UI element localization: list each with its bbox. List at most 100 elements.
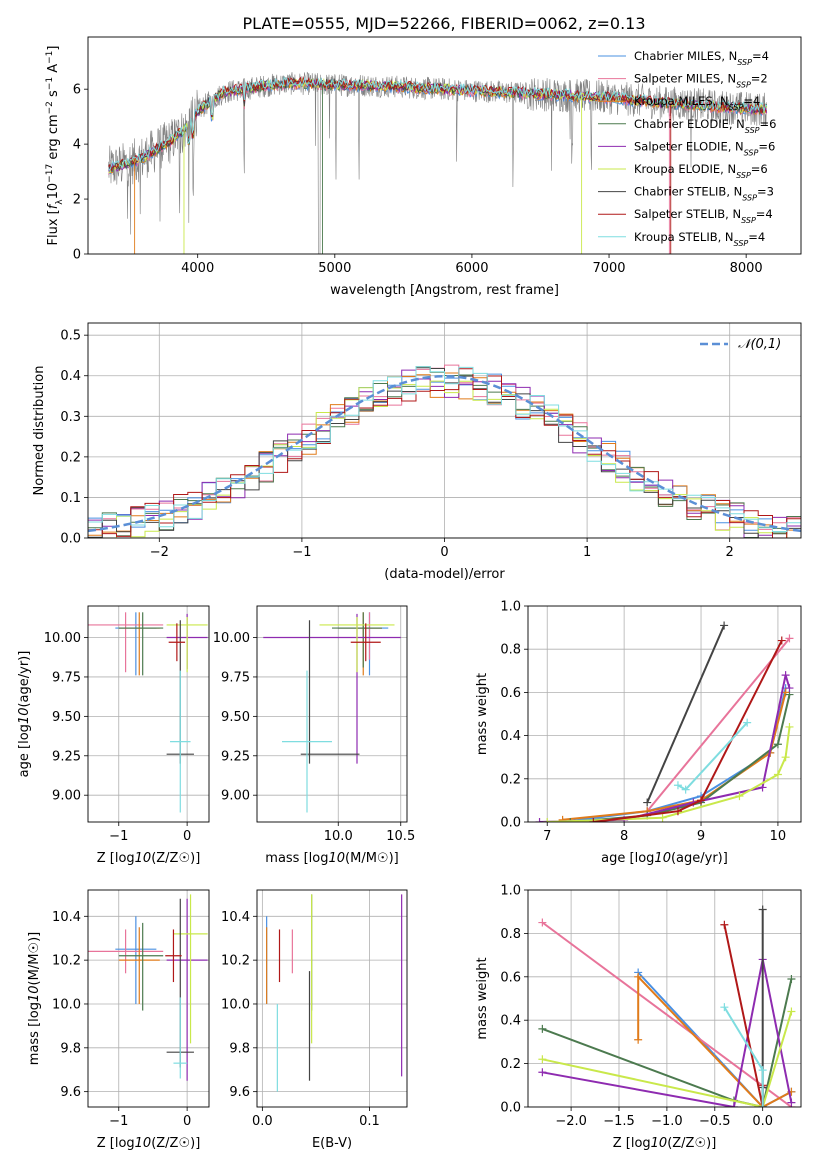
x-axis-label: (data-model)/error xyxy=(384,567,505,582)
y-tick-label: 0.0 xyxy=(500,816,521,831)
y-tick-label: 0.8 xyxy=(500,927,521,942)
legend-label-chabrier-elodie: Chabrier ELODIE, NSSP=6 xyxy=(634,117,776,135)
legend-label-salpeter-elodie: Salpeter ELODIE, NSSP=6 xyxy=(634,139,775,157)
y-tick-label: 0.4 xyxy=(500,1014,521,1029)
y-tick-label: 0.2 xyxy=(500,772,521,787)
panel-8: −2.0 −1.5 −1.0 −0.5 0.0 0.0 0.2 0.4 0.6 0.8 1.0 Z [… xyxy=(475,884,802,1151)
label-part: Salpeter STELIB, N xyxy=(634,207,741,221)
weight-line-salpeter-miles xyxy=(646,637,791,812)
label-part: (age/yr)] xyxy=(671,851,728,866)
label-part: 10 xyxy=(654,851,671,866)
marker-kroupa-elodie xyxy=(781,753,790,762)
weight-line-chabrier-miles xyxy=(562,687,787,822)
y-axis-label: Normed distribution xyxy=(32,366,47,496)
weight-line-salpeter-elodie xyxy=(539,674,791,822)
marker-salpeter-elodie xyxy=(758,783,767,792)
y-tick-label: 10.4 xyxy=(52,910,81,925)
x-tick-label: 0.0 xyxy=(752,1114,773,1129)
marker-salpeter-stelib xyxy=(697,796,706,805)
x-tick-label: 0.0 xyxy=(252,1114,273,1129)
x-tick-label: −2.0 xyxy=(555,1114,587,1129)
label-part: (Z/Z☉)] xyxy=(667,1136,716,1151)
plot-area xyxy=(528,606,801,822)
normal-curve xyxy=(88,374,801,533)
marker-chabrier-elodie xyxy=(566,818,575,822)
legend-label-salpeter-stelib: Salpeter STELIB, NSSP=4 xyxy=(634,207,773,225)
legend-label-salpeter-miles: Salpeter MILES, NSSP=2 xyxy=(634,72,768,90)
panel-2: −2 −1 0 1 2 0.0 0.1 0.2 0.3 0.4 0.5 (data-model)/er… xyxy=(32,322,802,582)
axes-frame xyxy=(87,36,802,255)
y-tick-label: 10.2 xyxy=(52,954,81,969)
x-tick-label: 10.0 xyxy=(324,829,353,844)
marker-salpeter-elodie xyxy=(787,1098,796,1107)
y-tick-label: 9.75 xyxy=(221,670,250,685)
label-part: Z [log xyxy=(97,851,135,866)
panel-4: 10.0 10.5 9.00 9.25 9.50 9.75 10.00 mass [log10… xyxy=(213,605,415,866)
y-tick-label: 0.3 xyxy=(60,410,81,425)
legend-label-normal: 𝒩(0,1) xyxy=(738,337,781,352)
marker-chabrier-stelib xyxy=(758,905,767,914)
axes-frame xyxy=(87,322,802,539)
weight-line-kroupa-elodie xyxy=(547,726,791,822)
marker-salpeter-stelib xyxy=(673,807,682,816)
y-tick-label: 9.6 xyxy=(229,1085,250,1100)
x-tick-label: 9 xyxy=(697,829,705,844)
label-part: Chabrier MILES, N xyxy=(634,49,737,63)
y-tick-label: 0.1 xyxy=(60,491,81,506)
x-axis-label: Z [log10(Z/Z☉)] xyxy=(97,1136,201,1151)
x-tick-label: 6000 xyxy=(455,261,488,276)
label-part: (Z/Z☉)] xyxy=(151,851,200,866)
label-part: Kroupa MILES, N xyxy=(634,94,729,108)
x-axis-label: E(B-V) xyxy=(312,1136,352,1151)
marker-chabrier-stelib xyxy=(720,621,729,630)
label-part: wavelength [Angstrom, rest frame] xyxy=(330,283,559,298)
marker-chabrier-elodie xyxy=(773,740,782,749)
y-tick-label: 9.75 xyxy=(52,670,81,685)
x-axis-label: Z [log10(Z/Z☉)] xyxy=(97,851,201,866)
label-part: SSP xyxy=(736,80,751,89)
x-tick-label: 5000 xyxy=(318,261,351,276)
weight-line-salpeter-stelib xyxy=(593,640,783,822)
plot-area xyxy=(88,606,209,822)
plot-area xyxy=(528,890,801,1107)
plot-area xyxy=(257,890,407,1107)
x-tick-label: 0.1 xyxy=(359,1114,380,1129)
label-part: age [log xyxy=(601,851,654,866)
label-part: =3 xyxy=(757,185,774,199)
label-part: SSP xyxy=(729,103,744,112)
y-tick-label: 4 xyxy=(73,138,81,153)
y-tick-label: 9.50 xyxy=(221,710,250,725)
y-tick-label: 10.00 xyxy=(44,631,81,646)
y-tick-label: 0.8 xyxy=(500,643,521,658)
y-tick-label: 1.0 xyxy=(500,884,521,899)
label-part: −1 xyxy=(45,51,55,64)
marker-kroupa-elodie xyxy=(787,1007,796,1016)
marker-chabrier-elodie xyxy=(787,974,796,983)
label-part: 10 xyxy=(651,1136,668,1151)
plot-area xyxy=(257,606,407,822)
y-tick-label: 10.0 xyxy=(221,997,250,1012)
plot-area xyxy=(88,890,209,1107)
axes-frame xyxy=(527,605,802,823)
label-part: Chabrier ELODIE, N xyxy=(634,117,745,131)
label-part: Chabrier STELIB, N xyxy=(634,185,742,199)
marker-chabrier-stelib xyxy=(643,798,652,807)
x-tick-label: 0 xyxy=(183,829,191,844)
label-part: s xyxy=(46,90,61,101)
weight-line-kroupa-miles xyxy=(562,692,787,821)
label-part: SSP xyxy=(734,238,749,247)
y-tick-label: 0.6 xyxy=(500,970,521,985)
panel-1: 4000 5000 6000 7000 8000 0 2 4 6 wavelength [Angs… xyxy=(45,36,802,298)
marker-kroupa-elodie xyxy=(773,770,782,779)
label-part: (M/M☉)] xyxy=(345,851,399,866)
label-part: =6 xyxy=(751,162,768,176)
label-part: mass [log xyxy=(265,851,328,866)
x-tick-label: −1.5 xyxy=(603,1114,635,1129)
marker-kroupa-elodie xyxy=(543,818,552,822)
y-tick-label: 1.0 xyxy=(500,600,521,615)
y-tick-label: 6 xyxy=(73,83,81,98)
axes-frame xyxy=(527,889,802,1108)
marker-kroupa-stelib xyxy=(673,781,682,790)
x-tick-label: 2 xyxy=(726,545,734,560)
